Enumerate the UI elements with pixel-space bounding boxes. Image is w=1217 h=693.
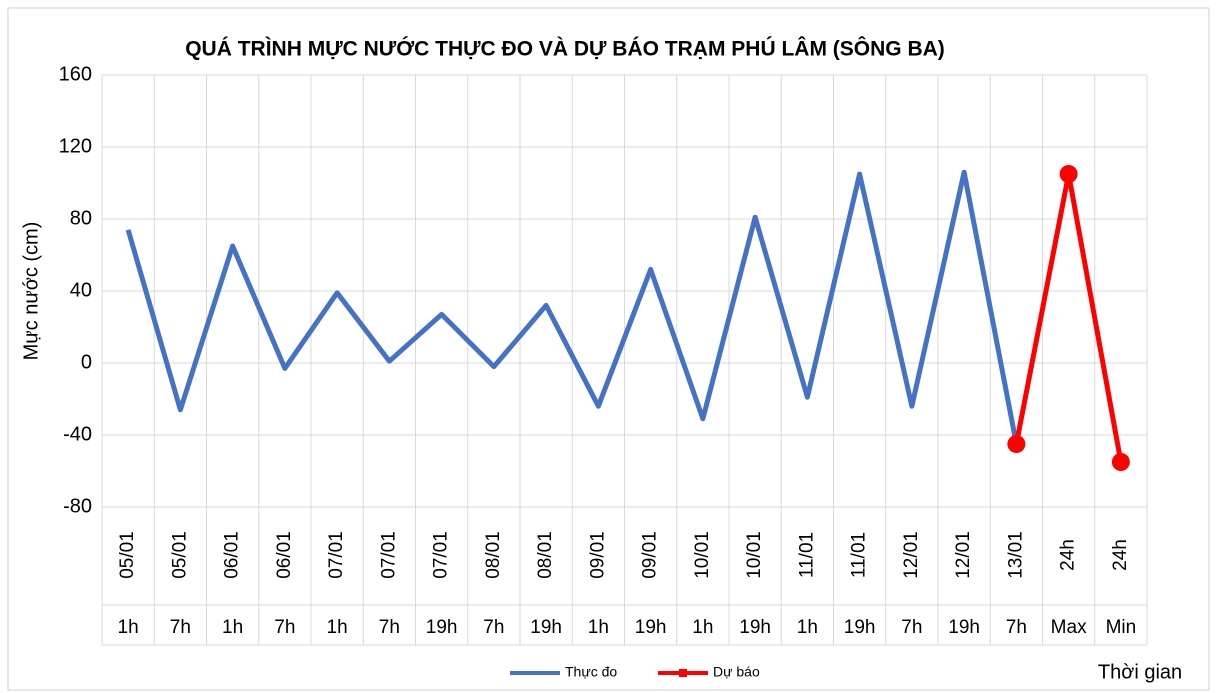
y-tick-label: -80: [63, 495, 92, 517]
x-subtick-label: 1h: [118, 617, 139, 638]
x-subtick-label: 19h: [948, 617, 980, 638]
x-subtick-label: Min: [1106, 617, 1137, 638]
x-subtick-label: 1h: [588, 617, 609, 638]
x-tick-label: 07/01: [431, 531, 452, 579]
x-subtick-label: 19h: [844, 617, 876, 638]
series-marker: [1007, 435, 1026, 453]
x-tick-label: 11/01: [796, 532, 817, 578]
x-subtick-label: 7h: [1006, 617, 1027, 638]
x-tick-label: 10/01: [744, 531, 765, 579]
x-subtick-label: 7h: [379, 617, 400, 638]
x-tick-label: 11/01: [849, 532, 870, 578]
x-subtick-label: 19h: [426, 617, 458, 638]
chart-frame: [7, 7, 1210, 691]
x-tick-label: 07/01: [326, 531, 347, 579]
y-tick-label: 160: [59, 63, 92, 85]
x-subtick-label: 19h: [635, 617, 667, 638]
y-axis-label: Mực nước (cm): [20, 222, 42, 361]
x-tick-label: 06/01: [222, 531, 243, 579]
y-tick-label: 80: [70, 207, 92, 229]
series-marker: [1111, 453, 1130, 471]
x-tick-label: 05/01: [117, 531, 138, 579]
x-tick-label: 12/01: [953, 531, 974, 579]
x-tick-label: 24h: [1058, 539, 1079, 571]
chart-title: QUÁ TRÌNH MỰC NƯỚC THỰC ĐO VÀ DỰ BÁO TRẠ…: [185, 37, 945, 61]
series-line: [125, 169, 1019, 445]
x-subtick-label: 19h: [530, 617, 562, 638]
x-subtick-label: 7h: [274, 617, 295, 638]
x-subtick-label: 7h: [170, 617, 191, 638]
x-tick-label: 08/01: [535, 531, 556, 579]
x-subtick-label: 1h: [222, 617, 243, 638]
y-tick-label: 120: [59, 135, 92, 157]
x-subtick-label: 7h: [483, 617, 504, 638]
y-tick-label: -40: [63, 423, 92, 445]
x-subtick-label: Max: [1051, 617, 1087, 638]
x-subtick-label: 19h: [739, 617, 771, 638]
x-tick-label: 10/01: [692, 531, 713, 579]
legend-label: Dự báo: [713, 664, 760, 680]
x-axis-label: Thời gian: [1098, 661, 1182, 683]
x-subtick-label: 1h: [692, 617, 713, 638]
legend-label: Thực đo: [565, 664, 617, 680]
x-subtick-label: 7h: [901, 617, 922, 638]
x-subtick-label: 1h: [797, 617, 818, 638]
x-tick-label: 12/01: [901, 531, 922, 579]
x-tick-label: 07/01: [378, 531, 399, 579]
series-marker: [1059, 165, 1078, 183]
x-tick-label: 06/01: [274, 531, 295, 579]
x-tick-label: 09/01: [640, 531, 661, 579]
y-tick-label: 40: [70, 279, 92, 301]
x-tick-label: 13/01: [1005, 531, 1026, 579]
x-subtick-label: 1h: [327, 617, 348, 638]
x-tick-label: 24h: [1110, 539, 1131, 571]
x-tick-label: 05/01: [169, 531, 190, 579]
series-line: [1013, 171, 1124, 463]
x-tick-label: 08/01: [483, 531, 504, 579]
x-tick-label: 09/01: [587, 531, 608, 579]
legend-marker: [679, 669, 687, 677]
y-tick-label: 0: [81, 351, 92, 373]
